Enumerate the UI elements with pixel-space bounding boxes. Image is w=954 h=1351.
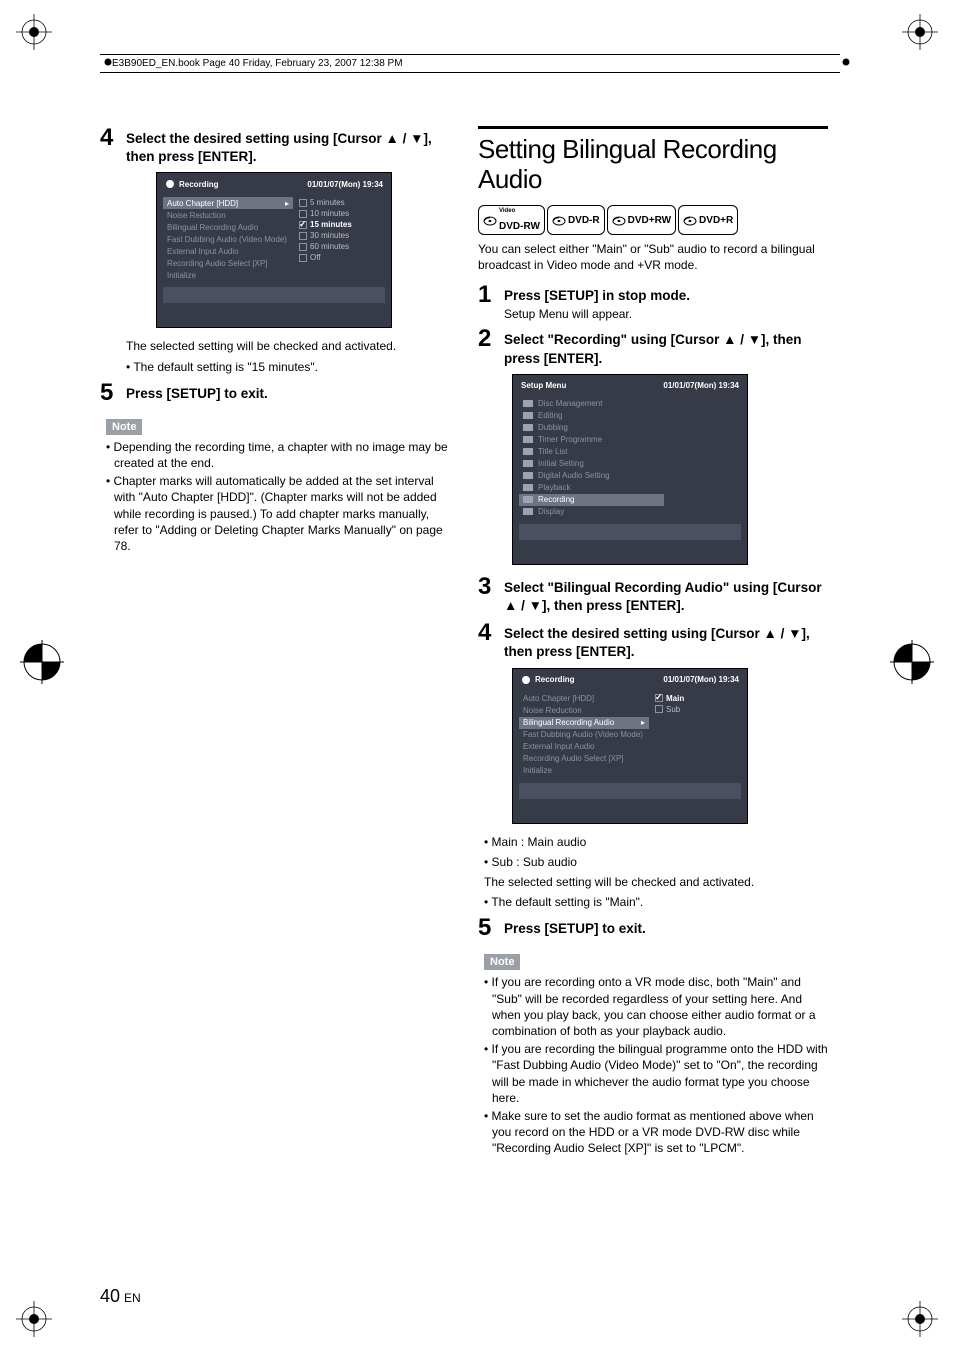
step-number-4: 4 — [100, 126, 120, 150]
setup-menu-item: Dubbing — [519, 422, 664, 434]
registration-mark-right — [890, 640, 934, 684]
recording-icon — [165, 179, 175, 189]
option-item: Off — [299, 252, 352, 263]
page-number-value: 40 — [100, 1286, 120, 1306]
option-item: 30 minutes — [299, 230, 352, 241]
setup-menu-item: Playback — [519, 482, 664, 494]
note-label-left: Note — [106, 419, 142, 435]
left-column: 4 Select the desired setting using [Curs… — [100, 126, 450, 1159]
note-bullet: • Make sure to set the audio format as m… — [484, 1108, 828, 1157]
r-step4-title: Select the desired setting using [Cursor… — [504, 625, 828, 661]
step4-after1: The selected setting will be checked and… — [126, 338, 450, 354]
screen-recording-bilingual: Recording 01/01/07(Mon) 19:34 Auto Chapt… — [512, 668, 748, 824]
option-item: 60 minutes — [299, 241, 352, 252]
setup-menu-item: Title List — [519, 446, 664, 458]
r-step-number-3: 3 — [478, 575, 498, 599]
r-step-number-1: 1 — [478, 283, 498, 307]
step4-title: Select the desired setting using [Cursor… — [126, 130, 450, 166]
note-bullet: • Chapter marks will automatically be ad… — [106, 473, 450, 554]
option-item: 15 minutes — [299, 219, 352, 230]
recording-icon — [521, 675, 531, 685]
screen-recording-autochapter: Recording 01/01/07(Mon) 19:34 Auto Chapt… — [156, 172, 392, 328]
r-step1-sub: Setup Menu will appear. — [504, 307, 690, 321]
r-step-number-2: 2 — [478, 327, 498, 351]
page-number: 40 EN — [100, 1286, 141, 1307]
crop-mark-br — [902, 1301, 938, 1337]
screen-footer — [163, 287, 385, 303]
note-bullet: • If you are recording the bilingual pro… — [484, 1041, 828, 1106]
disc-badge: DVD+RW — [607, 205, 676, 235]
menu-item: Initialize — [519, 765, 649, 777]
definition-line: The selected setting will be checked and… — [484, 874, 828, 890]
menu-item: External Input Audio — [519, 741, 649, 753]
r-step1-title: Press [SETUP] in stop mode. — [504, 287, 690, 305]
option-item: 10 minutes — [299, 208, 352, 219]
right-column: Setting Bilingual Recording Audio VideoD… — [478, 126, 828, 1159]
step4-after2: • The default setting is "15 minutes". — [126, 359, 450, 375]
option-item: Main — [655, 693, 684, 704]
screen1-dt: 01/01/07(Mon) 19:34 — [307, 180, 383, 189]
r-step-number-5: 5 — [478, 916, 498, 940]
definition-line: • Sub : Sub audio — [484, 854, 828, 870]
menu-item: Auto Chapter [HDD] ▸ — [163, 197, 293, 209]
r-step-number-4: 4 — [478, 621, 498, 645]
option-item: Sub — [655, 704, 684, 715]
menu-item: Initialize — [163, 269, 293, 281]
menu-item: Noise Reduction — [519, 705, 649, 717]
menu-item: Bilingual Recording Audio ▸ — [519, 717, 649, 729]
step5-title: Press [SETUP] to exit. — [126, 385, 268, 403]
disc-badges: VideoDVD-RWDVD-RDVD+RWDVD+R — [478, 205, 828, 235]
screen3-dt: 01/01/07(Mon) 19:34 — [663, 675, 739, 684]
step-number-5: 5 — [100, 381, 120, 405]
screen3-title: Recording — [535, 675, 575, 684]
menu-item: Recording Audio Select [XP] — [519, 753, 649, 765]
registration-mark-left — [20, 640, 64, 684]
setup-menu-item: Disc Management — [519, 398, 664, 410]
menu-item: External Input Audio — [163, 245, 293, 257]
menu-item: Fast Dubbing Audio (Video Mode) — [519, 729, 649, 741]
crop-mark-bl — [16, 1301, 52, 1337]
disc-badge: DVD+R — [678, 205, 738, 235]
option-item: 5 minutes — [299, 197, 352, 208]
section-heading: Setting Bilingual Recording Audio — [478, 135, 828, 195]
r-step2-title: Select "Recording" using [Cursor ▲ / ▼],… — [504, 331, 828, 367]
r-step3-title: Select "Bilingual Recording Audio" using… — [504, 579, 828, 615]
screen-setup-menu: Setup Menu 01/01/07(Mon) 19:34 Disc Mana… — [512, 374, 748, 565]
screen2-dt: 01/01/07(Mon) 19:34 — [663, 381, 739, 390]
screen-footer — [519, 783, 741, 799]
disc-badge: VideoDVD-RW — [478, 205, 545, 235]
screen-footer — [519, 524, 741, 540]
menu-item: Noise Reduction — [163, 209, 293, 221]
setup-menu-item: Timer Programme — [519, 434, 664, 446]
note-bullet: • If you are recording onto a VR mode di… — [484, 974, 828, 1039]
setup-menu-item: Editing — [519, 410, 664, 422]
page-number-suffix: EN — [124, 1291, 141, 1305]
intro-text: You can select either "Main" or "Sub" au… — [478, 241, 828, 273]
setup-menu-item: Display — [519, 506, 664, 518]
screen2-title: Setup Menu — [521, 381, 566, 390]
menu-item: Bilingual Recording Audio — [163, 221, 293, 233]
setup-menu-item: Initial Setting — [519, 458, 664, 470]
section-rule — [478, 126, 828, 129]
definition-line: • Main : Main audio — [484, 834, 828, 850]
menu-item: Fast Dubbing Audio (Video Mode) — [163, 233, 293, 245]
menu-item: Recording Audio Select [XP] — [163, 257, 293, 269]
crop-mark-tr — [902, 14, 938, 50]
disc-badge: DVD-R — [547, 205, 605, 235]
r-step5-title: Press [SETUP] to exit. — [504, 920, 646, 938]
definition-line: • The default setting is "Main". — [484, 894, 828, 910]
setup-menu-item: Digital Audio Setting — [519, 470, 664, 482]
note-label-right: Note — [484, 954, 520, 970]
menu-item: Auto Chapter [HDD] — [519, 693, 649, 705]
screen1-title: Recording — [179, 180, 219, 189]
setup-menu-item: Recording — [519, 494, 664, 506]
note-bullet: • Depending the recording time, a chapte… — [106, 439, 450, 471]
crop-mark-tl — [16, 14, 52, 50]
